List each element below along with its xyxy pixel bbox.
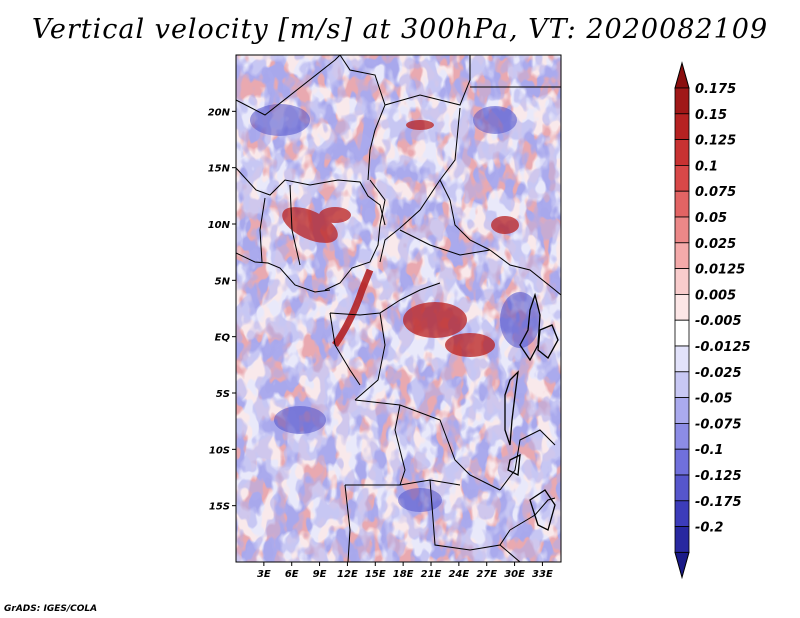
lon-tick-label: 15E bbox=[365, 569, 386, 580]
colorbar-label: 0.15 bbox=[695, 108, 727, 123]
lon-tick-label: 30E bbox=[504, 569, 525, 580]
lat-tick-label: 10N bbox=[208, 220, 231, 231]
lat-tick-label: 15S bbox=[209, 502, 230, 513]
colorbar-label: 0.175 bbox=[695, 82, 736, 97]
lat-tick-label: 15N bbox=[208, 164, 231, 175]
lon-tick-label: 9E bbox=[313, 569, 327, 580]
colorbar-swatch bbox=[674, 526, 690, 553]
colorbar-swatch bbox=[674, 87, 690, 115]
lon-tick-label: 33E bbox=[532, 569, 553, 580]
colorbar-label: 0.075 bbox=[695, 185, 736, 200]
lat-tick-label: 5N bbox=[215, 276, 231, 287]
colorbar-label: 0.125 bbox=[695, 134, 736, 149]
colorbar-label: 0.005 bbox=[695, 288, 736, 303]
colorbar-bottom-arrow bbox=[674, 551, 690, 580]
colorbar-label: -0.075 bbox=[695, 417, 742, 432]
colorbar-label: 0.05 bbox=[695, 211, 727, 226]
colorbar-swatch bbox=[674, 422, 690, 450]
lon-tick-label: 27E bbox=[476, 569, 497, 580]
colorbar-label: 0.0125 bbox=[695, 263, 745, 278]
country-borders bbox=[236, 55, 561, 562]
lat-tick-label: EQ bbox=[215, 333, 231, 344]
colorbar-swatch bbox=[674, 371, 690, 398]
lat-tick-label: 5S bbox=[216, 389, 230, 400]
lon-tick-label: 24E bbox=[448, 569, 469, 580]
colorbar-swatch bbox=[674, 319, 690, 347]
colorbar-label: -0.125 bbox=[695, 469, 742, 484]
colorbar-top-arrow bbox=[674, 61, 690, 89]
colorbar-swatch bbox=[674, 345, 690, 373]
colorbar-swatch bbox=[674, 397, 690, 424]
colorbar-label: -0.05 bbox=[695, 392, 732, 407]
lon-tick-label: 21E bbox=[421, 569, 442, 580]
colorbar-swatch bbox=[674, 190, 690, 218]
colorbar-swatch bbox=[674, 139, 690, 166]
colorbar-label: -0.025 bbox=[695, 366, 742, 381]
lon-tick-label: 12E bbox=[337, 569, 358, 580]
lon-tick-label: 6E bbox=[285, 569, 299, 580]
colorbar-label: 0.1 bbox=[695, 159, 718, 174]
colorbar-swatch bbox=[674, 242, 690, 270]
map-frame bbox=[235, 54, 562, 563]
velocity-field bbox=[236, 55, 561, 562]
colorbar-swatch bbox=[674, 113, 690, 141]
colorbar-label: -0.2 bbox=[695, 521, 723, 536]
colorbar-swatch bbox=[674, 164, 690, 192]
latitude-axis: 20N 15N 10N 5N EQ 5S 10S 15S bbox=[208, 107, 236, 513]
colorbar-label: -0.175 bbox=[695, 495, 742, 510]
colorbar-swatch bbox=[674, 293, 690, 321]
strong-updraft-patches bbox=[282, 120, 519, 357]
colorbar-label: -0.0125 bbox=[695, 340, 751, 355]
colorbar: 0.175 0.15 0.125 0.1 0.075 0.05 0.025 0.0125 0.0… bbox=[674, 61, 751, 580]
colorbar-swatch bbox=[674, 500, 690, 527]
colorbar-swatch bbox=[674, 474, 690, 502]
lat-tick-label: 20N bbox=[208, 107, 231, 118]
colorbar-swatch bbox=[674, 268, 690, 295]
colorbar-swatch bbox=[674, 216, 690, 244]
lat-tick-label: 10S bbox=[209, 445, 230, 456]
colorbar-swatch bbox=[674, 448, 690, 476]
colorbar-label: -0.1 bbox=[695, 443, 723, 458]
updraft-band bbox=[332, 268, 374, 347]
lon-tick-label: 18E bbox=[393, 569, 414, 580]
grads-credit: GrADS: IGES/COLA bbox=[4, 604, 98, 614]
longitude-axis: 3E 6E 9E 12E 15E 18E 21E 24E 27E 30E 33E bbox=[257, 562, 553, 580]
lakes bbox=[504, 292, 559, 531]
lon-tick-label: 3E bbox=[257, 569, 271, 580]
colorbar-label: 0.025 bbox=[695, 237, 736, 252]
map-title: Vertical velocity [m/s] at 300hPa, VT: 2… bbox=[31, 14, 769, 45]
colorbar-label: -0.005 bbox=[695, 314, 742, 329]
